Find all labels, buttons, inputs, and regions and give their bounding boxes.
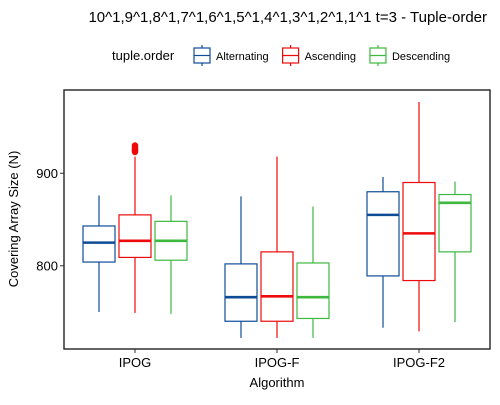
x-tick-label: IPOG: [119, 355, 152, 370]
box-alternating-ipog: [82, 195, 116, 312]
box-descending-ipog-f2: [438, 181, 472, 323]
legend-item-descending: Descending: [369, 45, 450, 66]
box-iqr: [224, 263, 258, 322]
plot-border: [63, 89, 491, 350]
x-tick-label: IPOG-F: [255, 355, 300, 370]
box-descending-ipog: [154, 195, 188, 314]
box-descending-ipog-f: [296, 206, 330, 338]
box-iqr: [366, 191, 400, 277]
box-iqr: [82, 225, 116, 263]
box-iqr: [402, 181, 436, 282]
plot-area: 800 900 IPOG IPOG-F IPOG-F2: [36, 89, 491, 370]
legend-label: Alternating: [216, 51, 269, 63]
box-iqr: [260, 251, 294, 322]
outlier-point: [131, 142, 139, 149]
legend-item-ascending: Ascending: [281, 45, 356, 66]
box-iqr: [118, 214, 152, 259]
box-ascending-ipog: [118, 142, 152, 313]
x-tick-label: IPOG-F2: [393, 355, 445, 370]
x-axis-label: Algorithm: [250, 375, 305, 390]
legend: tuple.order Alternating Ascending Descendi…: [112, 45, 450, 66]
legend-title: tuple.order: [112, 48, 175, 63]
chart-title: 10^1,9^1,8^1,7^1,6^1,5^1,4^1,3^1,2^1,1^1…: [88, 9, 487, 26]
box-ascending-ipog-f2: [402, 102, 436, 332]
box-ascending-ipog-f: [260, 156, 294, 338]
box-alternating-ipog-f2: [366, 176, 400, 328]
y-tick-label: 800: [36, 258, 58, 273]
y-axis-label: Covering Array Size (N): [6, 151, 21, 288]
box-alternating-ipog-f: [224, 196, 258, 338]
legend-item-alternating: Alternating: [193, 45, 269, 66]
legend-label: Descending: [392, 51, 450, 63]
y-tick-label: 900: [36, 166, 58, 181]
box-iqr: [296, 262, 330, 320]
legend-label: Ascending: [305, 51, 356, 63]
